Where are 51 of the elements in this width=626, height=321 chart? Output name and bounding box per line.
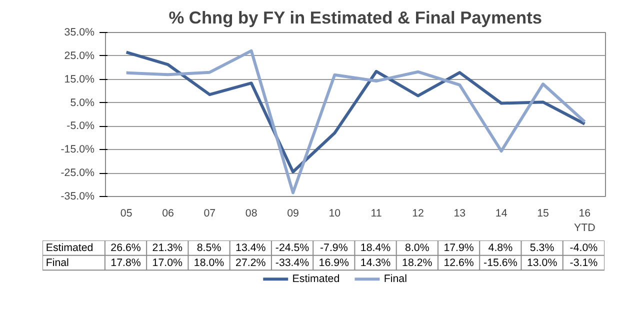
y-tick-label: 35.0% xyxy=(64,26,96,38)
y-tick-label: 5.0% xyxy=(70,96,96,109)
x-tick-label: 13 xyxy=(454,208,466,220)
y-tick-label: -5.0% xyxy=(66,120,96,132)
y-tick-label: -35.0% xyxy=(60,190,96,202)
data-label: -24.5% xyxy=(275,242,310,254)
data-label: 18.2% xyxy=(402,256,433,269)
data-label: 26.6% xyxy=(110,242,142,254)
legend-label: Estimated xyxy=(292,273,340,286)
data-label: 8.0% xyxy=(405,242,430,254)
x-tick-label: 09 xyxy=(287,208,299,220)
x-tick-label: 15 xyxy=(537,208,549,220)
x-tick-label: 08 xyxy=(245,208,258,220)
y-tick-label: 25.0% xyxy=(64,50,96,62)
x-tick-label: 06 xyxy=(162,208,174,220)
data-label: 5.3% xyxy=(530,242,555,254)
text: Final xyxy=(46,256,69,269)
x-tick-label: 10 xyxy=(328,208,341,220)
y-tick-label: -15.0% xyxy=(60,144,96,156)
data-label: -7.9% xyxy=(320,242,348,254)
y-tick-label: 15.0% xyxy=(64,73,96,86)
data-label: 21.3% xyxy=(152,242,184,254)
data-label: 13.4% xyxy=(236,242,266,254)
line-series xyxy=(124,49,586,194)
chart-title: % Chng by FY in Estimated & Final Payments xyxy=(168,8,542,28)
x-tick-label: 05 xyxy=(120,208,132,220)
data-label: 18.0% xyxy=(194,256,225,269)
data-label: 16.9% xyxy=(318,256,350,269)
data-label: -15.6% xyxy=(484,256,518,269)
data-label: 27.2% xyxy=(236,256,266,269)
x-tick-label: 16 YTD xyxy=(574,208,596,234)
legend-label: Final xyxy=(384,273,407,286)
data-label: 4.8% xyxy=(488,242,514,254)
text: Estimated xyxy=(46,242,94,254)
data-label: 17.8% xyxy=(110,256,142,269)
data-label: 17.9% xyxy=(444,242,474,254)
data-label: 8.5% xyxy=(196,242,222,254)
data-label: -4.0% xyxy=(570,242,598,254)
data-label: 12.6% xyxy=(444,256,474,269)
data-label: 14.3% xyxy=(360,256,392,269)
line-series xyxy=(124,50,586,174)
x-tick-label: 14 xyxy=(495,208,508,220)
x-tick-label: 11 xyxy=(370,208,382,220)
data-label: 18.4% xyxy=(360,242,392,254)
x-tick-label: 07 xyxy=(204,208,216,220)
data-label: -33.4% xyxy=(275,256,310,269)
x-tick-label: 12 xyxy=(412,208,424,220)
y-tick-label: -25.0% xyxy=(60,167,96,180)
data-label: 13.0% xyxy=(526,256,558,269)
data-label: 17.0% xyxy=(152,256,184,269)
data-label: -3.1% xyxy=(570,256,598,269)
